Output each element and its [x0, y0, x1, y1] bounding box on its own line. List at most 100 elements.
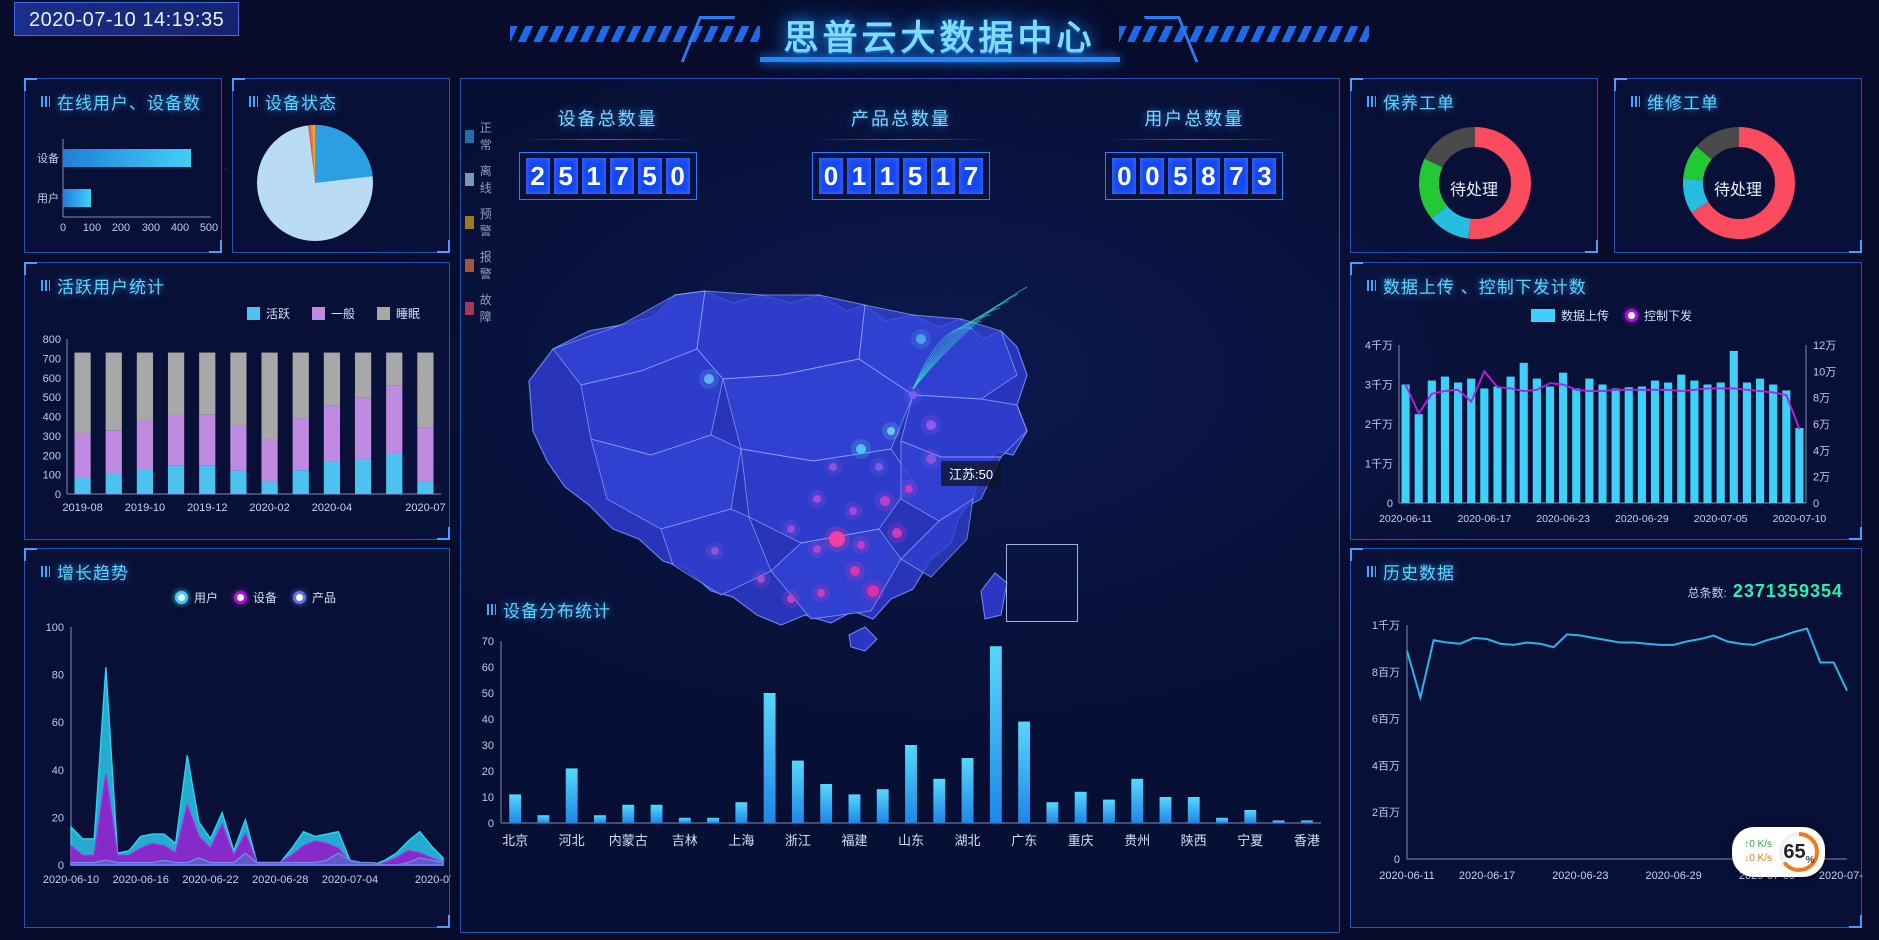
svg-text:500: 500	[43, 392, 61, 404]
legend-item-alarm[interactable]: 报警	[465, 248, 496, 282]
center-map-panel: 设备总数量 2 5 1 7 5 0 产品总数量 0 1 1 5 1 7	[460, 78, 1340, 933]
panel-device-status: 设备状态 正常 离线 预警 报警 故障	[232, 78, 492, 324]
bar-segment	[136, 352, 154, 421]
bar-province	[1216, 817, 1228, 823]
bar-segment	[105, 352, 122, 431]
map-point	[916, 334, 926, 344]
kpi-digit: 0	[1112, 158, 1137, 194]
bar-province	[1046, 802, 1059, 823]
dashboard-header: 2020-07-10 14:19:35 思普云大数据中心	[0, 0, 1879, 70]
svg-text:400: 400	[171, 222, 189, 234]
legend-item-users[interactable]: 用户	[175, 589, 218, 606]
map-point	[905, 485, 913, 493]
panel-title-text: 活跃用户统计	[57, 278, 165, 297]
bar-segment	[74, 433, 91, 478]
legend-item-warn[interactable]: 预警	[465, 205, 496, 239]
kpi-label: 用户总数量	[1144, 109, 1245, 129]
svg-text:2020-06-23: 2020-06-23	[1536, 513, 1590, 525]
header-hash-left	[510, 26, 760, 42]
donut-maintain	[1419, 127, 1531, 239]
kpi-digit: 5	[637, 158, 662, 194]
bar-upload	[1650, 380, 1660, 503]
ring-progress	[1779, 832, 1819, 872]
svg-text:80: 80	[52, 670, 64, 682]
bar-segment	[386, 352, 403, 386]
bar-province	[735, 802, 748, 823]
kpi-digit: 1	[846, 158, 871, 194]
svg-text:4百万: 4百万	[1372, 760, 1400, 772]
bar-label-device: 设备	[37, 151, 59, 165]
bar-segment	[323, 352, 341, 406]
bar-segment	[354, 458, 372, 494]
svg-text:贵州: 贵州	[1124, 833, 1150, 848]
legend-item-normal[interactable]: 正常	[465, 119, 496, 153]
network-speed-widget[interactable]: ↑0 K/s ↓0 K/s 65%	[1732, 827, 1825, 877]
bar-segment	[323, 405, 341, 462]
kpi-digit: 5	[1168, 158, 1193, 194]
svg-text:8百万: 8百万	[1372, 667, 1400, 679]
line-control	[1404, 369, 1801, 430]
legend-label: 正常	[479, 121, 492, 152]
legend-item-active[interactable]: 活跃	[247, 305, 290, 322]
bar-upload	[1624, 387, 1633, 503]
legend-item-offline[interactable]: 离线	[465, 162, 496, 196]
bar-province	[678, 817, 691, 823]
bar-segment	[354, 397, 372, 459]
svg-text:8万: 8万	[1813, 393, 1830, 405]
legend-device-status: 正常 离线 预警 报警 故障	[465, 119, 496, 325]
legend-item-fault[interactable]: 故障	[465, 291, 496, 325]
chart-growth-area: 0 20 40 60 80 100 2020-06-10 2020-06-16 2020-06-…	[43, 622, 451, 886]
svg-text:福建: 福建	[841, 833, 867, 848]
download-speed: ↓0 K/s	[1744, 853, 1772, 864]
panel-title-text: 在线用户、设备数	[57, 94, 201, 113]
map-tooltip: 江苏:50	[941, 461, 1002, 486]
kpi-digit: 7	[1224, 158, 1249, 194]
svg-text:宁夏: 宁夏	[1237, 833, 1263, 848]
x-axis-ticks: 0 100 200 300 400 500	[60, 222, 218, 234]
kpi-digit: 5	[553, 158, 578, 194]
svg-text:2019-10: 2019-10	[125, 502, 165, 514]
legend-label: 预警	[479, 207, 492, 238]
legend-label: 故障	[479, 293, 492, 324]
donut-center-label-maintain: 待处理	[1449, 182, 1498, 199]
legend-item-devices[interactable]: 设备	[234, 589, 277, 606]
donut-seg-processing	[1419, 127, 1531, 239]
legend-label: 离线	[479, 164, 492, 195]
legend-item-sleep[interactable]: 睡眠	[377, 305, 420, 322]
map-point	[909, 391, 917, 399]
legend-item-general[interactable]: 一般	[312, 305, 355, 322]
kpi-user-total: 用户总数量 0 0 5 8 7 3	[1105, 105, 1284, 200]
kpi-digit: 2	[525, 158, 550, 194]
map-minimap[interactable]	[1006, 544, 1078, 622]
panel-title-distribution: 设备分布统计	[487, 597, 611, 622]
bar-province	[1159, 797, 1172, 823]
header-underline	[759, 57, 1120, 62]
svg-text:2020-06-29: 2020-06-29	[1615, 513, 1669, 525]
map-point	[850, 566, 860, 576]
bar-upload	[1755, 378, 1765, 503]
page-title: 思普云大数据中心	[783, 18, 1096, 58]
kpi-digit: 5	[902, 158, 927, 194]
bar-upload	[1427, 380, 1436, 503]
svg-text:30: 30	[482, 740, 494, 752]
legend-item-products[interactable]: 产品	[293, 589, 336, 606]
header-hash-right	[1119, 26, 1369, 42]
panel-title-growth: 增长趋势	[41, 559, 129, 584]
legend-item-upload[interactable]: 数据上传	[1531, 307, 1609, 324]
svg-text:2020-06-22: 2020-06-22	[182, 874, 238, 886]
map-point	[813, 545, 821, 553]
bar-province	[1074, 791, 1087, 823]
svg-text:陕西: 陕西	[1181, 833, 1207, 848]
bar-province	[707, 817, 720, 823]
kpi-divider	[811, 139, 990, 140]
bar-province	[989, 646, 1002, 823]
china-map[interactable]	[461, 199, 1341, 719]
panel-title-text: 数据上传 、控制下发计数	[1383, 278, 1587, 297]
bar-upload	[1637, 386, 1646, 503]
legend-item-control[interactable]: 控制下发	[1625, 307, 1692, 324]
bar-upload	[1795, 427, 1804, 503]
kpi-device-total: 设备总数量 2 5 1 7 5 0	[518, 105, 697, 200]
title-mark-icon	[1631, 96, 1640, 107]
map-point	[892, 528, 902, 538]
map-point	[711, 547, 719, 555]
